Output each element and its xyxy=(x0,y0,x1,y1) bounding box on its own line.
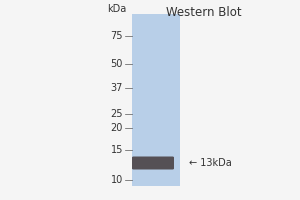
Text: 10: 10 xyxy=(111,175,123,185)
Text: ← 13kDa: ← 13kDa xyxy=(189,158,232,168)
Text: Western Blot: Western Blot xyxy=(166,6,242,19)
Text: 50: 50 xyxy=(111,59,123,69)
Bar xyxy=(132,14,180,186)
FancyBboxPatch shape xyxy=(132,156,174,170)
Text: kDa: kDa xyxy=(107,4,126,14)
Text: 37: 37 xyxy=(111,83,123,93)
Text: 75: 75 xyxy=(110,31,123,41)
Text: 15: 15 xyxy=(111,145,123,155)
Text: 25: 25 xyxy=(110,109,123,119)
Text: 20: 20 xyxy=(111,123,123,133)
